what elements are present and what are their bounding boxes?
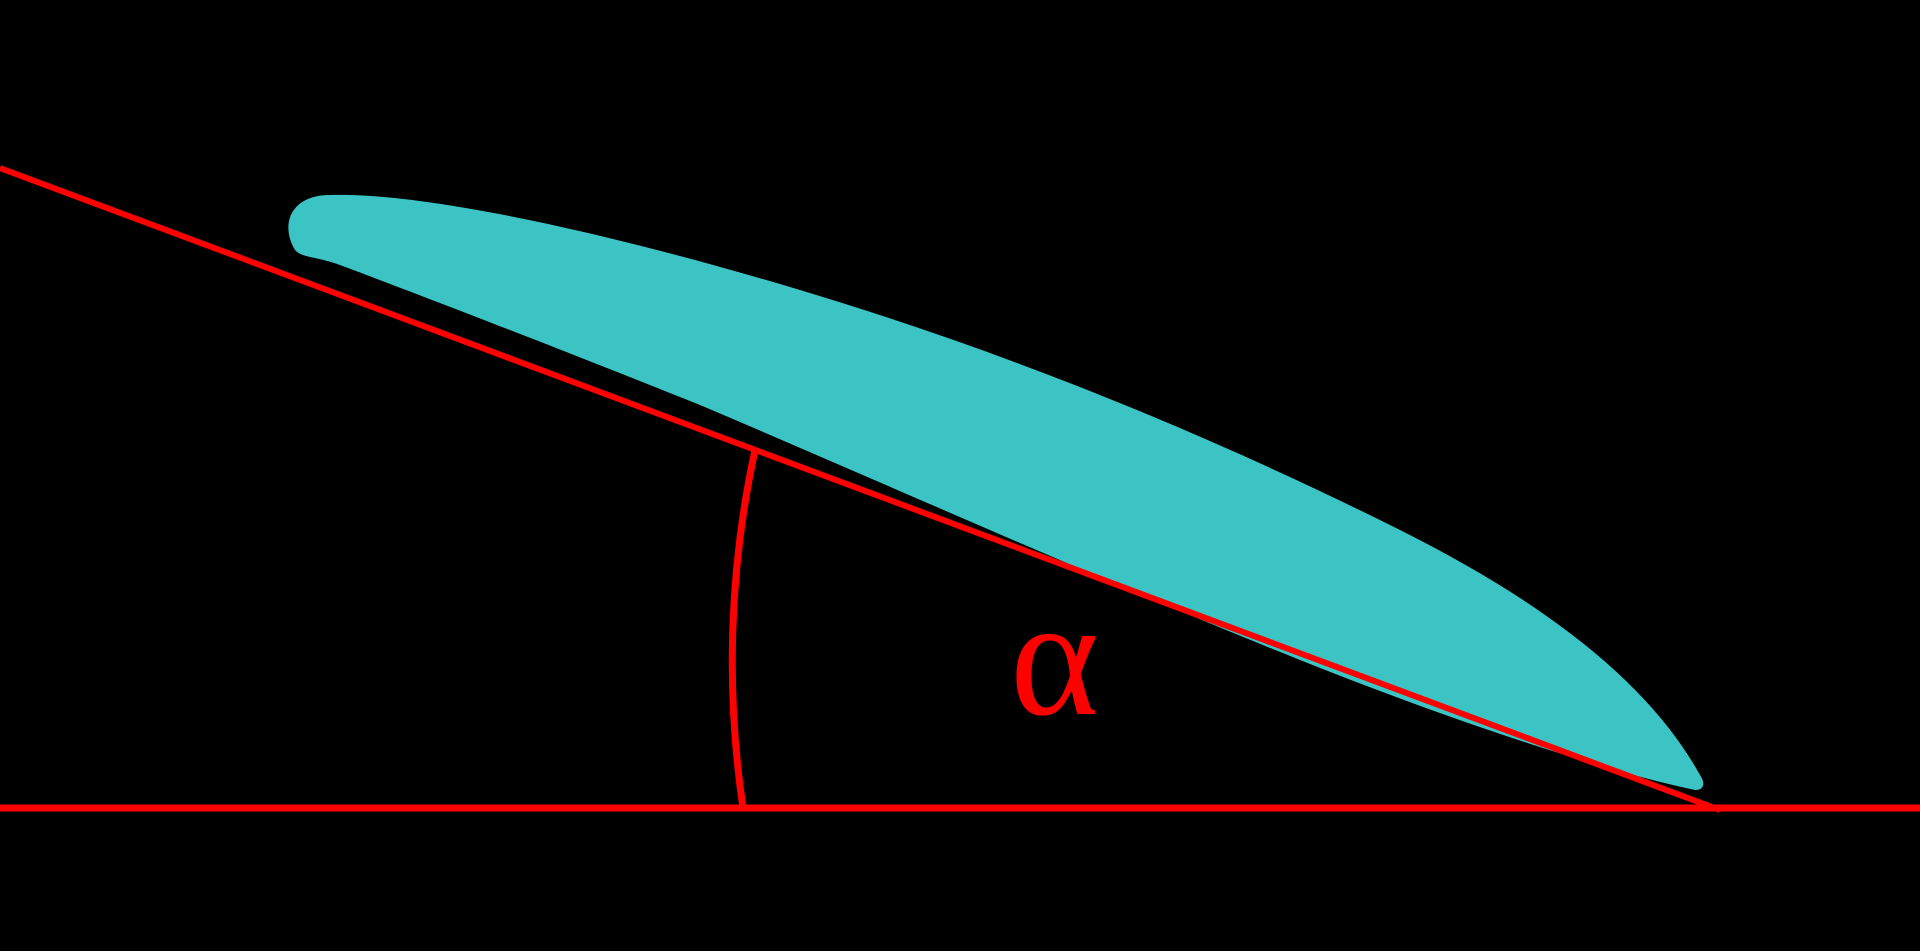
chord-line	[0, 168, 1720, 810]
angle-alpha-label: α	[1010, 560, 1099, 755]
angle-arc	[732, 450, 755, 808]
airfoil-path	[288, 195, 1703, 790]
airfoil-shape	[288, 195, 1703, 790]
airfoil-diagram-svg	[0, 0, 1920, 951]
